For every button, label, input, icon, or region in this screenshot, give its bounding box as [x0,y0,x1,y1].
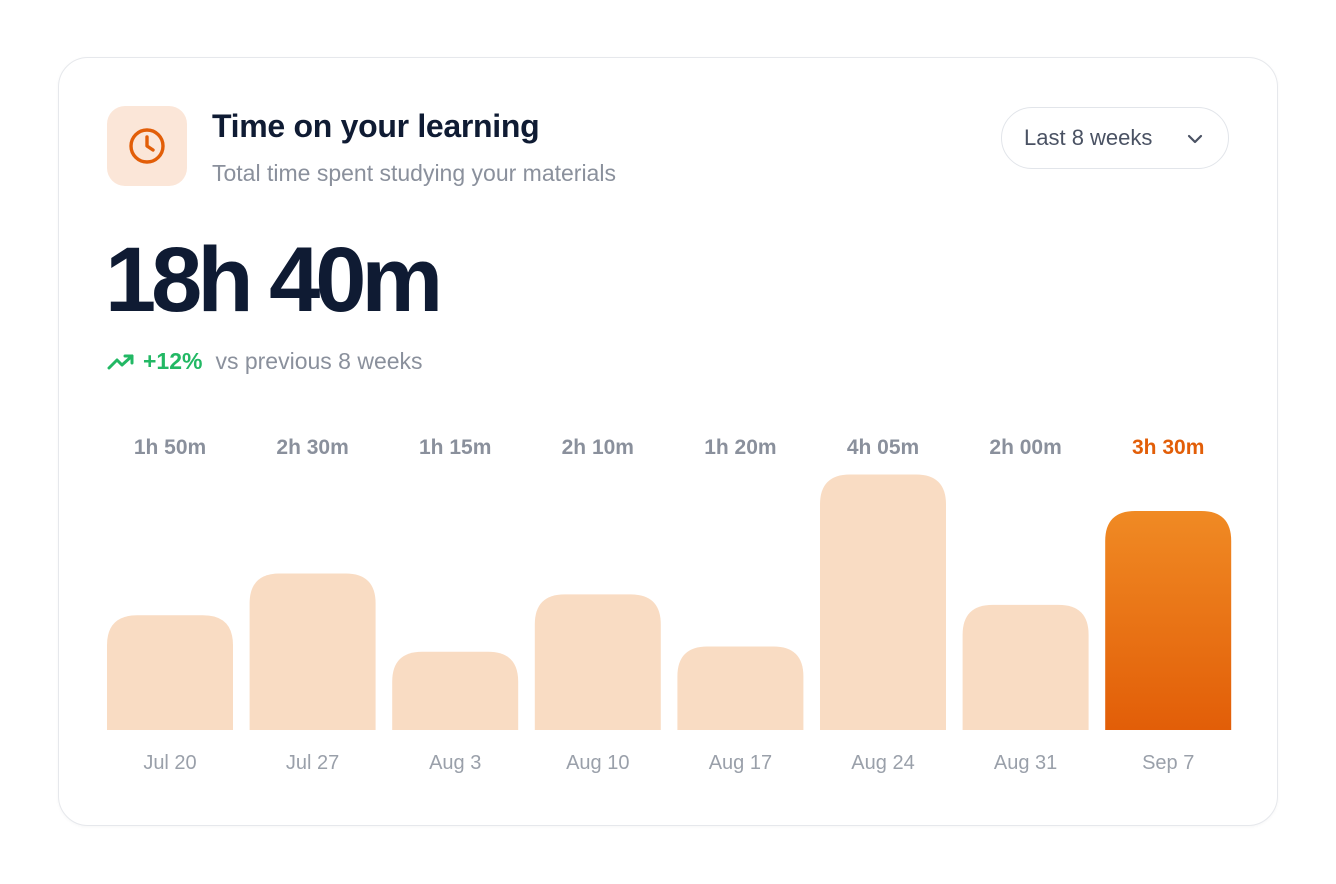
bar-6[interactable] [820,474,946,730]
range-dropdown-label: Last 8 weeks [1024,125,1153,150]
bar-7[interactable] [962,604,1089,730]
x-tick-label: Aug 31 [994,752,1057,774]
learning-time-card: Time on your learning Total time spent s… [58,57,1278,826]
bar-8[interactable] [1105,510,1232,730]
trend-up-icon [107,354,134,369]
total-time: 18h 40m [105,229,443,331]
card-title: Time on your learning [212,108,540,144]
weekly-time-bar-chart: 1h 50m Jul 20 2h 30m Jul 27 1h 15m Aug 3 2h 10… [107,436,1232,774]
x-tick-label: Jul 20 [143,752,196,774]
x-tick-label: Aug 24 [851,752,914,774]
x-tick-label: Aug 10 [566,752,629,774]
chevron-down-icon [1187,134,1203,144]
bar-1[interactable] [107,615,233,730]
delta-text: vs previous 8 weeks [215,348,423,374]
card-subtitle: Total time spent studying your materials [212,160,616,186]
bar-5[interactable] [677,646,804,730]
bar-value-label: 2h 00m [989,436,1061,459]
x-tick-label: Jul 27 [286,752,339,774]
delta-value: +12% [143,348,203,374]
bar-value-label: 1h 20m [704,436,776,459]
range-dropdown[interactable]: Last 8 weeks [1001,107,1229,169]
x-tick-label: Aug 17 [709,752,772,774]
bar-4[interactable] [534,594,661,730]
bar-3[interactable] [392,651,519,730]
clock-icon-tile [107,106,187,186]
bar-value-label: 2h 30m [276,436,348,459]
delta-row: +12% vs previous 8 weeks [107,348,423,375]
bar-value-label: 1h 50m [134,436,206,459]
bar-value-label: 1h 15m [419,436,491,459]
clock-icon [129,128,165,164]
x-tick-label: Sep 7 [1142,752,1194,774]
bar-value-label: 3h 30m [1132,436,1204,459]
bar-value-label: 2h 10m [562,436,634,459]
bar-2[interactable] [249,573,376,730]
bar-value-label: 4h 05m [847,436,919,459]
x-tick-label: Aug 3 [429,752,481,774]
